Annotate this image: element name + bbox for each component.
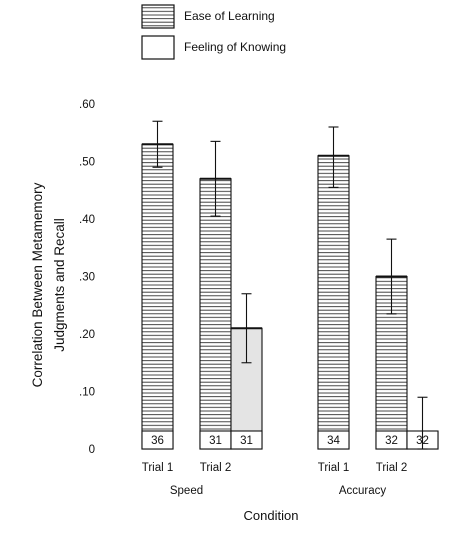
n-box — [230, 430, 263, 450]
bar-rect — [317, 155, 350, 450]
legend: Ease of Learning Feeling of Knowing — [141, 4, 286, 60]
n-label: 31 — [240, 435, 253, 447]
n-label: 36 — [151, 435, 164, 447]
x-axis-labels: Trial 1 Trial 2 Speed Trial 1 Trial 2 Accurac… — [142, 462, 408, 497]
legend-item-feeling-of-knowing: Feeling of Knowing — [141, 35, 286, 60]
x-tick-label: Trial 1 — [318, 462, 350, 474]
x-axis-title: Condition — [244, 508, 299, 523]
y-tick-label: .20 — [79, 329, 95, 341]
y-tick-label: .30 — [79, 272, 95, 284]
n-box — [141, 430, 174, 450]
x-tick-label: Trial 1 — [142, 462, 174, 474]
y-axis-ticks: 0 .10 .20 .30 .40 .50 .60 — [79, 99, 95, 456]
legend-swatch-open — [141, 35, 175, 60]
y-tick-label: .50 — [79, 157, 95, 169]
x-tick-label: Trial 2 — [376, 462, 408, 474]
bar-rect — [141, 143, 174, 450]
bar-ease-of-learning: 32 — [375, 238, 408, 450]
legend-label: Feeling of Knowing — [184, 40, 286, 54]
bar-ease-of-learning: 31 — [199, 140, 232, 450]
y-tick-label: .40 — [79, 214, 95, 226]
bar-feeling-of-knowing: 31 — [230, 293, 263, 450]
bar-ease-of-learning: 36 — [141, 120, 174, 450]
legend-item-ease-of-learning: Ease of Learning — [141, 4, 275, 29]
n-label: 34 — [327, 435, 340, 447]
y-axis-title-line-1: Correlation Between Metamemory — [30, 182, 45, 387]
n-label: 32 — [385, 435, 398, 447]
group-label: Accuracy — [339, 485, 387, 497]
bar-feeling-of-knowing: 32 — [406, 396, 439, 450]
y-tick-label: .10 — [79, 387, 95, 399]
bar-ease-of-learning: 34 — [317, 126, 350, 450]
legend-swatch-hatched — [141, 4, 175, 29]
n-box — [317, 430, 350, 450]
y-axis-title: Correlation Between Metamemory Judgments… — [30, 182, 67, 387]
legend-label: Ease of Learning — [184, 9, 275, 23]
bar-rect — [199, 178, 232, 450]
y-tick-label: .60 — [79, 99, 95, 111]
n-label: 31 — [209, 435, 222, 447]
group-label: Speed — [170, 485, 203, 497]
x-tick-label: Trial 2 — [200, 462, 232, 474]
y-axis-title-line-2: Judgments and Recall — [52, 218, 67, 352]
bars: 36 31 31 34 32 32 — [141, 120, 439, 450]
y-tick-label: 0 — [89, 444, 95, 456]
